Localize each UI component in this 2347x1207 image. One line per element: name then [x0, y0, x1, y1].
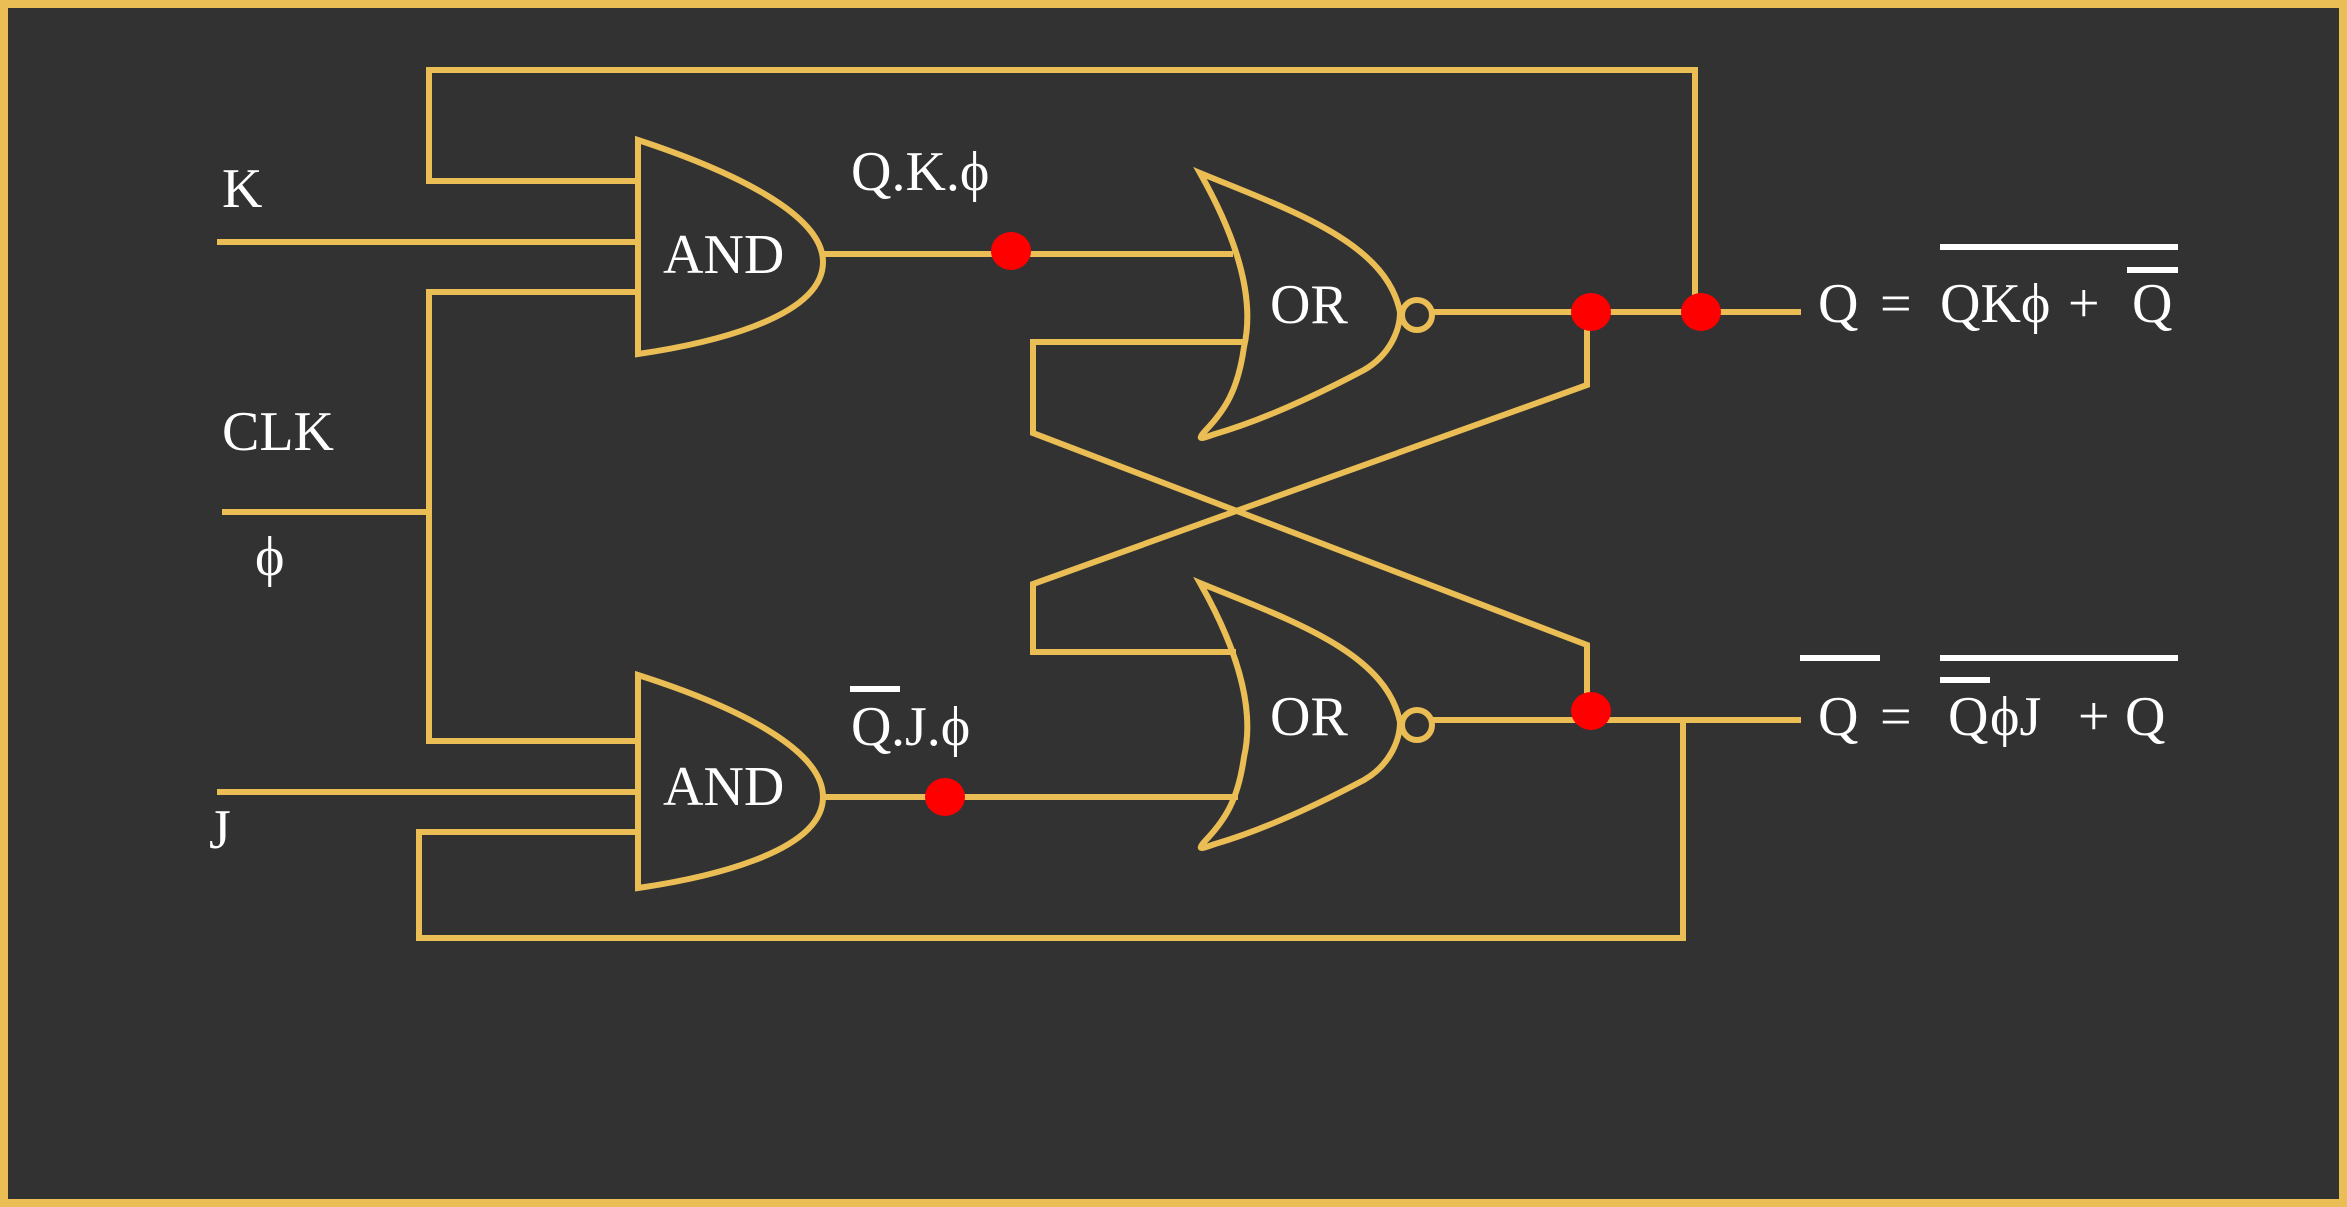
q-equation-term1: QKϕ	[1940, 273, 2050, 335]
clock-wire	[222, 289, 641, 744]
bottom-and-output-q: Q	[851, 696, 891, 758]
and-gate-top-label: AND	[663, 224, 784, 286]
qbar-equation-term1-q: Q	[1948, 686, 1988, 748]
k-input-label: K	[222, 158, 262, 220]
qbar-equation-term2: Q	[2125, 686, 2165, 748]
and-gate-bottom-label: AND	[663, 756, 784, 818]
qbar-equation-term1-rest: ϕJ	[1990, 686, 2041, 748]
qbar-equation-equals: =	[1880, 686, 1912, 748]
q-equation-equals: =	[1880, 273, 1912, 335]
j-input-label: J	[209, 799, 231, 861]
feedback-wire-qbar-to-bottom-and	[416, 717, 1686, 941]
q-equation-plus: +	[2068, 273, 2100, 335]
bottom-and-output-rest: .J.ϕ	[891, 696, 970, 758]
q-equation-term2: Q	[2132, 273, 2172, 335]
probe-dot-icon	[1571, 293, 1611, 331]
probe-dot-icon	[925, 778, 965, 816]
or-gate-top	[1193, 166, 1404, 441]
qbar-output-label: Q	[1818, 686, 1858, 748]
feedback-wire-q-to-top-and	[426, 67, 1698, 315]
and-gate-top	[635, 135, 827, 358]
and-gate-bottom	[635, 670, 827, 892]
cross-wire-q-to-bottom-or	[1030, 309, 1590, 655]
probe-dot-icon	[991, 232, 1031, 270]
not-bubble-icon	[1399, 707, 1435, 743]
or-gate-top-label: OR	[1270, 274, 1348, 336]
clk-input-label: CLK	[222, 401, 334, 463]
or-gate-bottom-label: OR	[1270, 686, 1348, 748]
top-and-output-label: Q.K.ϕ	[851, 141, 989, 203]
probe-dot-icon	[1681, 293, 1721, 331]
probe-dot-icon	[1571, 692, 1611, 730]
phi-input-label: ϕ	[255, 526, 284, 588]
cross-wire-qbar-to-top-or	[1030, 339, 1590, 723]
q-output-label: Q	[1818, 273, 1858, 335]
or-gate-bottom	[1193, 576, 1404, 851]
not-bubble-icon	[1399, 297, 1435, 333]
qbar-equation-plus: +	[2078, 686, 2110, 748]
